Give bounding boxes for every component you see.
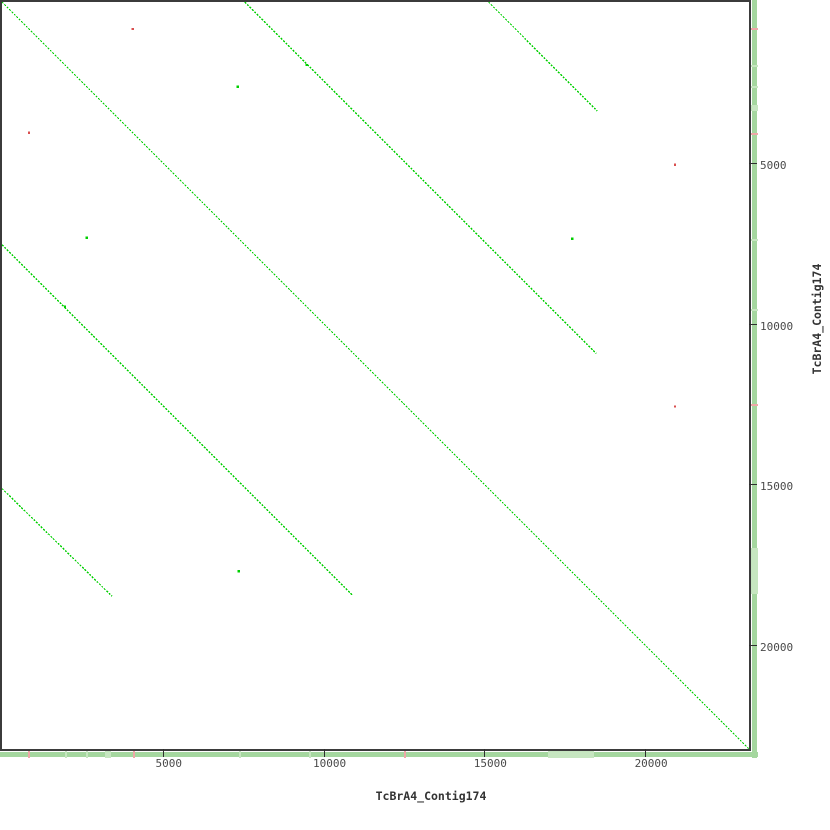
scale-bar-forward-mark	[751, 308, 758, 311]
y-tick	[749, 323, 757, 325]
y-tick	[749, 162, 757, 164]
reverse-match-dot	[131, 27, 135, 31]
forward-match-line	[488, 2, 598, 112]
scale-bar-forward-mark	[308, 751, 311, 758]
x-axis-scale-bar	[0, 752, 758, 757]
forward-match-dot	[570, 237, 574, 240]
scale-bar-reverse-mark	[403, 751, 406, 758]
y-tick	[749, 645, 757, 647]
scale-bar-forward-mark	[238, 751, 241, 758]
y-tick-label: 20000	[760, 641, 794, 655]
forward-match-dot	[305, 63, 308, 67]
scale-bar-forward-mark	[751, 85, 758, 88]
scale-bar-reverse-mark	[751, 403, 758, 406]
forward-match-line	[2, 2, 749, 749]
forward-match-dot	[237, 569, 240, 573]
x-axis-title: TcBrA4_Contig174	[375, 789, 487, 803]
reverse-match-dot	[673, 163, 677, 166]
y-tick-label: 10000	[760, 319, 794, 333]
scale-bar-forward-mark	[65, 751, 68, 758]
x-tick-label: 10000	[313, 757, 347, 770]
y-axis-scale-bar	[752, 0, 757, 758]
scale-bar-band	[751, 104, 758, 111]
plot-canvas	[2, 2, 749, 749]
forward-match-dot	[63, 305, 67, 308]
x-tick-label: 20000	[634, 757, 668, 770]
scale-bar-reverse-mark	[751, 28, 758, 31]
scale-bar-forward-mark	[85, 751, 88, 758]
x-tick	[323, 749, 325, 757]
forward-match-line	[244, 2, 597, 354]
reverse-match-dot	[673, 405, 677, 408]
forward-match-dot	[85, 236, 89, 239]
x-tick	[484, 749, 486, 757]
forward-match-dot	[236, 85, 239, 89]
y-tick-label: 5000	[760, 158, 787, 172]
x-tick-label: 15000	[473, 757, 507, 770]
y-tick-label: 15000	[760, 480, 794, 494]
scale-bar-forward-mark	[751, 238, 758, 241]
x-tick	[645, 749, 647, 757]
scale-bar-reverse-mark	[132, 751, 135, 758]
y-axis-title: TcBrA4_Contig174	[810, 263, 824, 375]
scale-bar-band	[751, 548, 758, 595]
scale-bar-band	[548, 751, 595, 758]
x-tick-label: 5000	[155, 757, 183, 770]
forward-match-line	[2, 244, 353, 596]
scale-bar-reverse-mark	[751, 132, 758, 135]
y-tick	[749, 484, 757, 486]
scale-bar-forward-mark	[751, 65, 758, 68]
forward-match-line	[2, 488, 113, 597]
scale-bar-band	[104, 751, 111, 758]
scale-bar-reverse-mark	[28, 751, 31, 758]
x-tick	[162, 749, 164, 757]
plot-frame	[0, 0, 751, 751]
reverse-match-dot	[27, 131, 31, 135]
